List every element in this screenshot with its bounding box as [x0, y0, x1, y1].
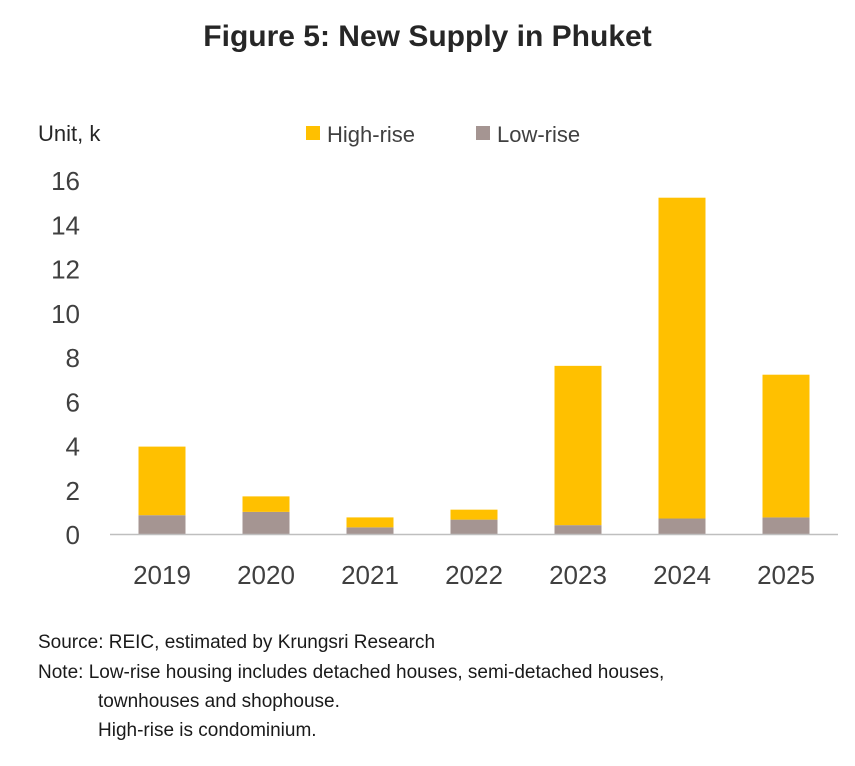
bar-high-rise-2023 — [554, 365, 602, 526]
legend-label-high-rise: High-rise — [327, 122, 415, 147]
note-line-1: Note: Low-rise housing includes detached… — [38, 662, 665, 683]
source-note: Source: REIC, estimated by Krungsri Rese… — [38, 632, 436, 653]
bar-high-rise-2019 — [138, 446, 186, 516]
bar-low-rise-2023 — [554, 525, 602, 534]
chart-title: Figure 5: New Supply in Phuket — [203, 20, 652, 53]
y-tick-label-4: 4 — [66, 432, 80, 462]
y-axis-label: Unit, k — [38, 121, 101, 146]
x-tick-label-2020: 2020 — [237, 560, 295, 590]
legend-swatch-low-rise — [476, 126, 490, 140]
x-tick-label-2025: 2025 — [757, 560, 815, 590]
y-tick-label-14: 14 — [51, 210, 80, 240]
y-tick-label-0: 0 — [66, 520, 80, 550]
bar-low-rise-2025 — [762, 517, 810, 534]
legend-swatch-high-rise — [306, 126, 320, 140]
y-tick-label-2: 2 — [66, 476, 80, 506]
note-line-3: High-rise is condominium. — [98, 720, 317, 741]
y-tick-label-10: 10 — [51, 299, 80, 329]
bar-high-rise-2021 — [346, 517, 394, 528]
bar-low-rise-2022 — [450, 519, 498, 534]
x-tick-label-2024: 2024 — [653, 560, 711, 590]
bar-low-rise-2021 — [346, 527, 394, 534]
x-tick-label-2022: 2022 — [445, 560, 503, 590]
x-tick-label-2021: 2021 — [341, 560, 399, 590]
y-tick-label-8: 8 — [66, 343, 80, 373]
x-tick-label-2019: 2019 — [133, 560, 191, 590]
x-tick-label-2023: 2023 — [549, 560, 607, 590]
y-tick-label-16: 16 — [51, 166, 80, 196]
bar-high-rise-2020 — [242, 496, 290, 512]
bar-low-rise-2019 — [138, 515, 186, 534]
note-line-2: townhouses and shophouse. — [98, 691, 340, 712]
bar-high-rise-2025 — [762, 374, 810, 518]
stacked-bar-chart: Unit, k 0 2 4 6 8 10 12 14 16 2019 2020 2021 2022 2023… — [38, 121, 838, 590]
bar-low-rise-2024 — [658, 518, 706, 534]
y-tick-label-12: 12 — [51, 255, 80, 285]
bar-low-rise-2020 — [242, 511, 290, 534]
bar-high-rise-2024 — [658, 197, 706, 519]
legend-label-low-rise: Low-rise — [497, 122, 580, 147]
bar-high-rise-2022 — [450, 509, 498, 520]
y-tick-label-6: 6 — [66, 387, 80, 417]
